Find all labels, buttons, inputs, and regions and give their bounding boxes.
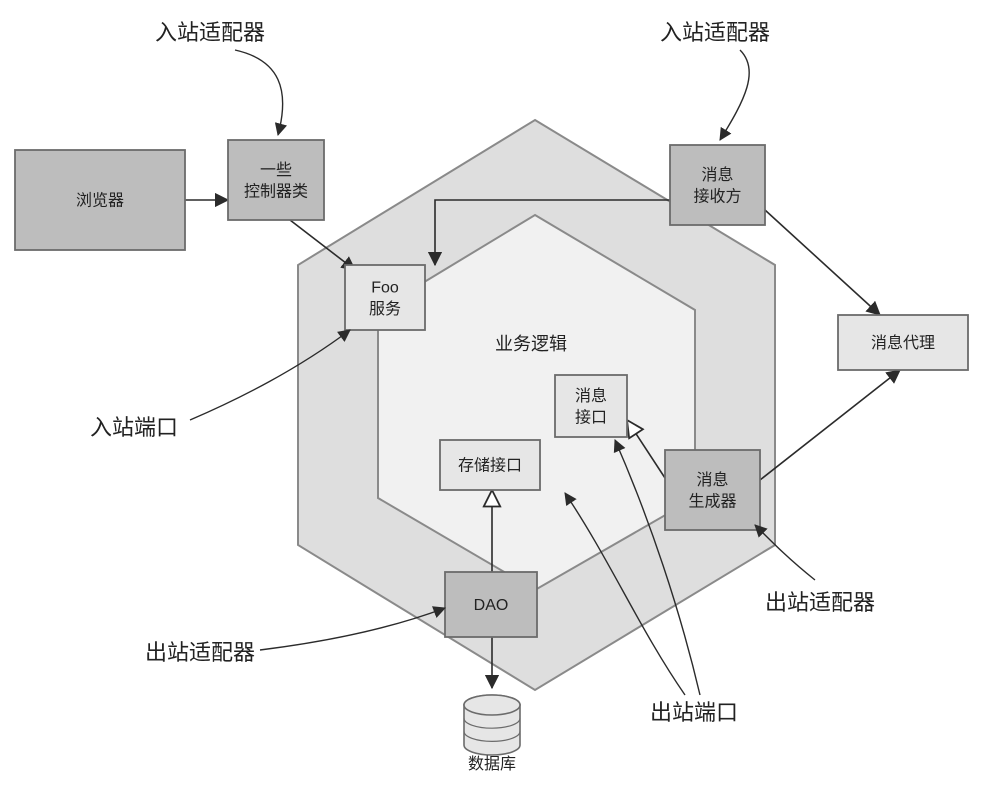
label-outAdapterR: 出站适配器 xyxy=(765,590,875,615)
node-msgRecv-label-1: 接收方 xyxy=(693,187,741,205)
node-fooSvc xyxy=(345,265,425,330)
database-icon-top xyxy=(464,695,520,715)
node-msgIf-label-1: 接口 xyxy=(575,408,607,426)
node-browser-label-0: 浏览器 xyxy=(76,192,124,210)
hexagonal-architecture-diagram: 业务逻辑浏览器一些控制器类消息接收方Foo服务消息接口存储接口消息生成器消息代理… xyxy=(0,0,1000,788)
node-storeIf-label-0: 存储接口 xyxy=(458,457,522,475)
node-controller xyxy=(228,140,324,220)
node-msgRecv xyxy=(670,145,765,225)
node-controller-label-1: 控制器类 xyxy=(244,182,308,200)
center-label: 业务逻辑 xyxy=(495,334,567,354)
node-msgRecv-label-0: 消息 xyxy=(701,166,733,184)
label-outAdapterL: 出站适配器 xyxy=(145,640,255,665)
curve-label-inAdapterL xyxy=(235,50,283,135)
node-msgGen-label-0: 消息 xyxy=(696,471,728,489)
node-fooSvc-label-0: Foo xyxy=(371,279,399,296)
node-msgGen-label-1: 生成器 xyxy=(688,492,736,510)
arrow-recv-to-proxy xyxy=(765,210,880,315)
curve-label-inAdapterR xyxy=(720,50,749,140)
label-inAdapterR: 入站适配器 xyxy=(660,20,770,45)
node-msgIf-label-0: 消息 xyxy=(575,387,607,405)
label-inPort: 入站端口 xyxy=(90,415,178,440)
label-inAdapterL: 入站适配器 xyxy=(155,20,265,45)
node-controller-label-0: 一些 xyxy=(260,161,292,179)
node-msgIf xyxy=(555,375,627,437)
node-fooSvc-label-1: 服务 xyxy=(369,300,401,318)
node-msgProxy-label-0: 消息代理 xyxy=(871,334,935,352)
node-dao-label-0: DAO xyxy=(474,597,509,614)
arrow-gen-to-proxy xyxy=(760,370,900,480)
database-label: 数据库 xyxy=(468,755,516,773)
node-msgGen xyxy=(665,450,760,530)
label-outPort: 出站端口 xyxy=(650,700,738,725)
